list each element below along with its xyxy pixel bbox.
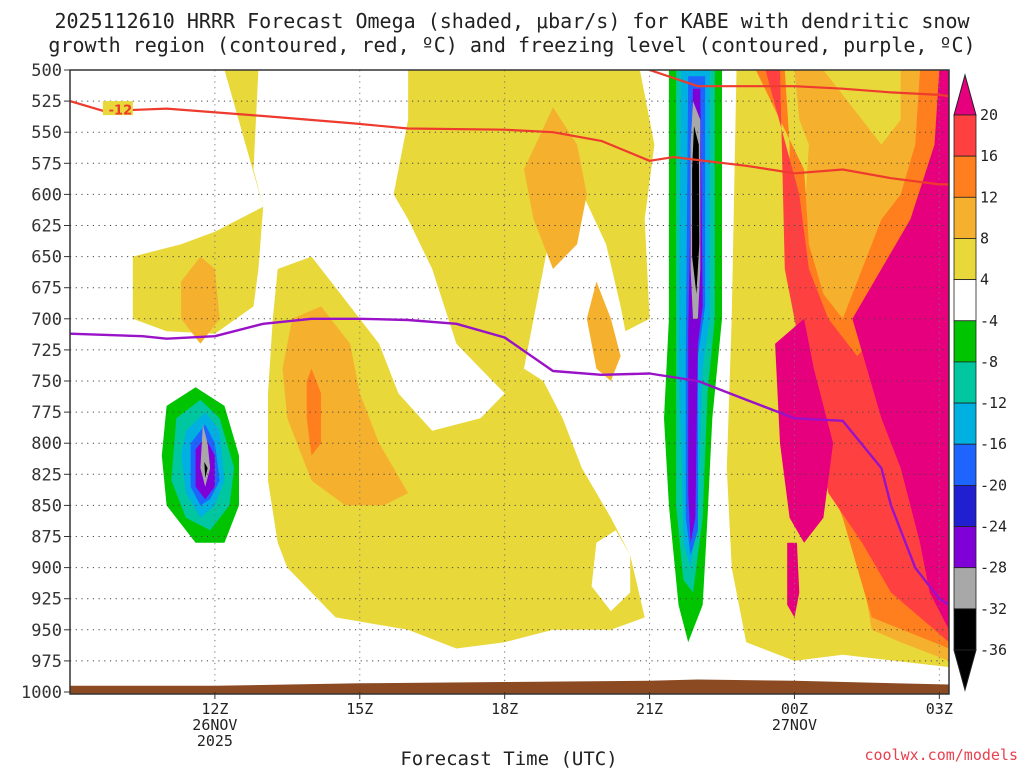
colorbar-band-6: [953, 361, 977, 404]
y-axis: 500 525 550 575 600 625 650 675 700 725 750 775 800 8…: [21, 61, 70, 703]
ytick-label-700: 700: [31, 310, 62, 330]
region-gray-low-left: [200, 424, 211, 487]
xtick-label-15Z-0: 15Z: [346, 700, 373, 718]
colorbar-label-4: 4: [980, 271, 989, 289]
colorbar-label-13: -36: [980, 641, 1007, 659]
contours: [70, 70, 949, 606]
chart-title-line1: 2025112610 HRRR Forecast Omega (shaded, …: [54, 9, 970, 33]
ytick-label-625: 625: [31, 217, 62, 237]
ytick-label-950: 950: [31, 621, 62, 641]
ytick-label-500: 500: [31, 61, 62, 81]
ytick-label-675: 675: [31, 279, 62, 299]
colorbar-label-5: -4: [980, 312, 998, 330]
colorbar-band-1: [953, 155, 977, 198]
colorbar-label-12: -32: [980, 600, 1007, 618]
ytick-label-1000: 1000: [21, 683, 62, 703]
ytick-label-900: 900: [31, 559, 62, 579]
chart-title-line2: growth region (contoured, red, ºC) and f…: [48, 33, 975, 57]
region-black-column: [692, 126, 700, 294]
ytick-label-550: 550: [31, 123, 62, 143]
grid-lines: [70, 70, 949, 693]
xtick-label-12Z-2: 2025: [197, 732, 233, 750]
xtick-label-12Z-1: 26NOV: [192, 716, 237, 734]
xtick-label-03Z-0: 03Z: [926, 700, 953, 718]
x-axis-label: Forecast Time (UTC): [400, 748, 617, 768]
contour-label-bg: [102, 101, 133, 116]
ytick-label-975: 975: [31, 652, 62, 672]
ytick-label-850: 850: [31, 496, 62, 516]
colorbar-band-12: [953, 608, 977, 651]
colorbar-band-3: [953, 238, 977, 281]
credit-text: coolwx.com/models: [864, 746, 1018, 764]
colorbar-band-11: [953, 567, 977, 610]
colorbar-bottom-arrow: [953, 649, 977, 692]
region-magenta-right: [852, 70, 949, 630]
colorbar-band-0: [953, 114, 977, 157]
ytick-label-600: 600: [31, 185, 62, 205]
region-yellow-big: [268, 256, 645, 649]
region-orange-big-left: [282, 306, 409, 506]
xtick-label-21Z-0: 21Z: [636, 700, 663, 718]
colorbar-label-7: -12: [980, 394, 1007, 412]
region-orange-small-middle: [586, 281, 621, 381]
region-magenta-inner: [775, 318, 834, 543]
colorbar-band-8: [953, 443, 977, 486]
xtick-label-00Z-1: 27NOV: [772, 716, 817, 734]
terrain-ground: [70, 679, 949, 694]
region-orange-left-upper: [181, 256, 220, 344]
ytick-label-775: 775: [31, 403, 62, 423]
snow-growth-contour-upper: [70, 100, 949, 186]
colorbar-label-8: -16: [980, 435, 1007, 453]
colorbar-band-10: [953, 526, 977, 569]
colorbar-label-11: -28: [980, 559, 1007, 577]
colorbar-label-2: 12: [980, 188, 998, 206]
region-magenta-inner2: [787, 542, 800, 618]
region-green-small-middle: [591, 530, 631, 612]
ytick-label-800: 800: [31, 434, 62, 454]
colorbar-label-6: -8: [980, 353, 998, 371]
freezing-level-contour: [70, 317, 949, 606]
colorbar-band-4: [953, 279, 977, 322]
xtick-label-12Z-0: 12Z: [201, 700, 228, 718]
snow-growth-contour-label: -12: [109, 104, 133, 119]
ytick-label-825: 825: [31, 465, 62, 485]
colorbar-label-10: -24: [980, 518, 1007, 536]
region-red-inner-left: [306, 368, 322, 456]
colorbar-band-9: [953, 484, 977, 527]
snow-growth-contour-lower: [649, 70, 949, 98]
plot-area: [70, 70, 949, 694]
colorbar-label-1: 16: [980, 147, 998, 165]
ytick-label-725: 725: [31, 341, 62, 361]
colorbar-band-5: [953, 320, 977, 363]
colorbar: 20 16 12 8 4 -4 -8 -12 -16 -20 -24 -28 -32 -36: [953, 73, 1007, 692]
colorbar-band-2: [953, 196, 977, 239]
plot-frame: [69, 69, 950, 695]
colorbar-label-3: 8: [980, 229, 989, 247]
colorbar-label-9: -20: [980, 476, 1007, 494]
xtick-label-18Z-0: 18Z: [491, 700, 518, 718]
ytick-label-925: 925: [31, 590, 62, 610]
region-yellow-top-middle: [393, 70, 655, 394]
region-upper-green: [301, 70, 409, 220]
ytick-label-875: 875: [31, 528, 62, 548]
ytick-label-650: 650: [31, 248, 62, 268]
region-red-right: [765, 70, 949, 643]
colorbar-label-0: 20: [980, 106, 998, 124]
colorbar-band-7: [953, 402, 977, 445]
region-yellow-left-upper: [132, 70, 264, 334]
ytick-label-750: 750: [31, 372, 62, 392]
region-upper-left-green: [156, 70, 167, 126]
region-black-low-left: [204, 461, 208, 478]
ytick-label-525: 525: [31, 92, 62, 112]
region-orange-middle-upper: [524, 107, 587, 269]
xtick-label-00Z-0: 00Z: [781, 700, 808, 718]
omega-shaded-regions: [132, 70, 949, 668]
ytick-label-575: 575: [31, 154, 62, 174]
